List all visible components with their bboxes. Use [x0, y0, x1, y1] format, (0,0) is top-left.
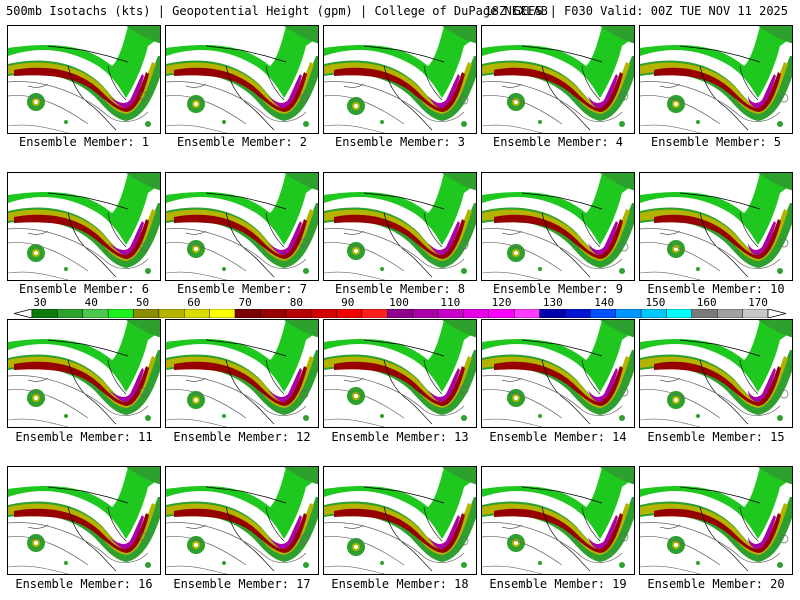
colorbar-swatch: [691, 309, 718, 318]
colorbar-tick-label: 50: [135, 296, 150, 309]
colorbar-tick-label: 110: [440, 296, 461, 309]
colorbar-swatch: [717, 309, 743, 318]
ensemble-member-label: Ensemble Member: 13: [331, 430, 469, 444]
ensemble-member-map: [165, 25, 319, 134]
colorbar-swatch: [387, 309, 413, 318]
colorbar-swatch: [412, 309, 439, 318]
colorbar-swatch: [742, 309, 769, 318]
ensemble-member-label: Ensemble Member: 15: [647, 430, 785, 444]
colorbar-left-arrow: [14, 309, 33, 318]
ensemble-member-label: Ensemble Member: 6: [18, 282, 150, 296]
ensemble-member-map: [323, 25, 477, 134]
colorbar-tick-label: 80: [289, 296, 304, 309]
ensemble-member-map: [165, 466, 319, 575]
ensemble-member-map: [481, 172, 635, 281]
colorbar-swatch: [184, 309, 210, 318]
colorbar-swatch: [57, 309, 83, 318]
colorbar-swatch: [437, 309, 464, 318]
colorbar-tick-label: 150: [645, 296, 666, 309]
colorbar-swatch: [666, 309, 693, 318]
colorbar-tick-label: 40: [84, 296, 98, 309]
colorbar-tick-label: 130: [542, 296, 563, 309]
colorbar-swatch: [539, 309, 566, 318]
colorbar-swatch: [640, 309, 667, 318]
ensemble-member-label: Ensemble Member: 5: [650, 135, 782, 149]
colorbar-swatch: [209, 309, 236, 318]
model-valid-time: 18Z GEFS | F030 Valid: 00Z TUE NOV 11 20…: [484, 4, 788, 18]
ensemble-member-label: Ensemble Member: 19: [489, 577, 627, 591]
colorbar-swatch: [615, 309, 642, 318]
ensemble-member-map: [7, 466, 161, 575]
ensemble-member-label: Ensemble Member: 4: [492, 135, 624, 149]
ensemble-member-map: [7, 319, 161, 428]
ensemble-member-label: Ensemble Member: 7: [176, 282, 308, 296]
ensemble-member-label: Ensemble Member: 2: [176, 135, 308, 149]
ensemble-member-map: [7, 25, 161, 134]
ensemble-member-label: Ensemble Member: 16: [15, 577, 153, 591]
colorbar-swatch: [133, 309, 160, 318]
colorbar-swatch: [82, 309, 109, 318]
colorbar-swatch: [260, 309, 286, 318]
ensemble-member-map: [165, 319, 319, 428]
ensemble-member-map: [639, 466, 793, 575]
colorbar-swatch: [488, 309, 515, 318]
colorbar-swatch: [31, 309, 58, 318]
ensemble-member-map: [481, 25, 635, 134]
colorbar-swatch: [285, 309, 312, 318]
colorbar-swatch: [234, 309, 261, 318]
ensemble-member-map: [639, 172, 793, 281]
ensemble-member-map: [639, 319, 793, 428]
colorbar-swatch: [361, 309, 388, 318]
ensemble-member-label: Ensemble Member: 18: [331, 577, 469, 591]
ensemble-member-label: Ensemble Member: 20: [647, 577, 785, 591]
colorbar-swatch: [564, 309, 591, 318]
colorbar-tick-label: 90: [341, 296, 355, 309]
ensemble-member-label: Ensemble Member: 10: [647, 282, 785, 296]
isotach-colorbar: 30 40 50 60 70 80 90 100 110 120 130 140 150 160 170: [14, 296, 786, 320]
colorbar-swatch: [158, 309, 185, 318]
ensemble-member-map: [323, 466, 477, 575]
colorbar-swatch: [590, 309, 616, 318]
ensemble-member-map: [323, 172, 477, 281]
colorbar-swatch: [107, 309, 134, 318]
colorbar-tick-label: 160: [696, 296, 717, 309]
colorbar-tick-label: 70: [238, 296, 252, 309]
ensemble-member-map: [323, 319, 477, 428]
colorbar-swatch: [310, 309, 337, 318]
ensemble-member-label: Ensemble Member: 14: [489, 430, 627, 444]
ensemble-member-label: Ensemble Member: 11: [15, 430, 153, 444]
ensemble-member-map: [481, 466, 635, 575]
colorbar-swatch: [514, 309, 540, 318]
ensemble-member-label: Ensemble Member: 1: [18, 135, 150, 149]
colorbar-tick-label: 100: [389, 296, 409, 309]
ensemble-member-label: Ensemble Member: 3: [334, 135, 466, 149]
map-title: 500mb Isotachs (kts) | Geopotential Heig…: [6, 4, 548, 18]
colorbar-tick-label: 30: [33, 296, 47, 309]
map-header: 500mb Isotachs (kts) | Geopotential Heig…: [6, 4, 796, 20]
colorbar-swatch: [463, 309, 490, 318]
ensemble-member-map: [481, 319, 635, 428]
ensemble-member-map: [639, 25, 793, 134]
ensemble-member-label: Ensemble Member: 12: [173, 430, 311, 444]
colorbar-scale: [14, 309, 786, 318]
colorbar-tick-label: 60: [187, 296, 201, 309]
ensemble-member-label: Ensemble Member: 8: [334, 282, 466, 296]
ensemble-member-map: [7, 172, 161, 281]
ensemble-member-map: [165, 172, 319, 281]
colorbar-right-arrow: [767, 309, 786, 318]
colorbar-tick-label: 170: [748, 296, 768, 309]
ensemble-member-label: Ensemble Member: 9: [492, 282, 624, 296]
colorbar-swatch: [336, 309, 363, 318]
colorbar-tick-label: 140: [594, 296, 615, 309]
ensemble-member-label: Ensemble Member: 17: [173, 577, 311, 591]
colorbar-tick-label: 120: [491, 296, 512, 309]
